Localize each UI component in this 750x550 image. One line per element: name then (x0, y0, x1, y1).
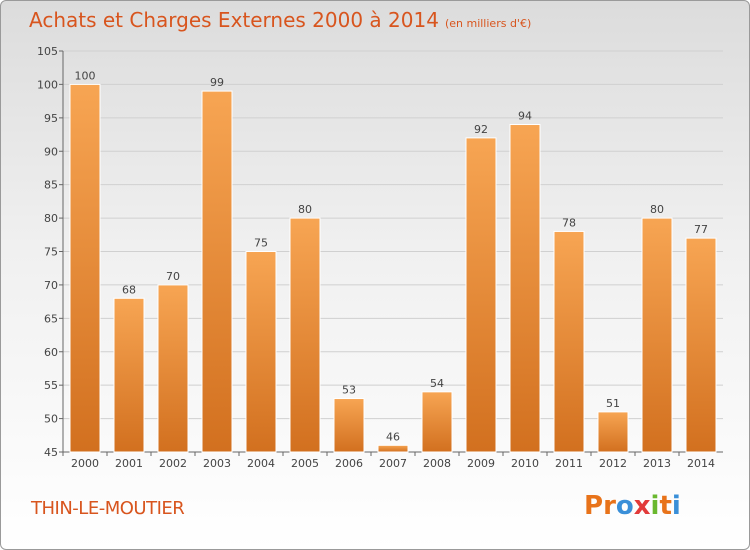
data-label: 53 (342, 384, 356, 397)
data-label: 80 (650, 203, 664, 216)
y-tick-label: 45 (44, 446, 58, 459)
data-label: 78 (562, 216, 576, 229)
x-tick-label: 2002 (159, 457, 187, 470)
x-tick-label: 2008 (423, 457, 451, 470)
commune-name: THIN-LE-MOUTIER (31, 498, 185, 519)
data-label: 68 (122, 283, 136, 296)
x-tick-label: 2013 (643, 457, 671, 470)
y-tick-label: 95 (44, 112, 58, 125)
data-labels: 100 68 70 99 75 80 53 46 54 92 94 78 51 80 77 (75, 69, 709, 443)
y-tick-label: 75 (44, 246, 58, 259)
x-tick-label: 2006 (335, 457, 363, 470)
x-tick-label: 2012 (599, 457, 627, 470)
bar (509, 124, 541, 453)
logo-letter: o (615, 491, 634, 521)
data-label: 80 (298, 203, 312, 216)
x-tick-label: 2004 (247, 457, 275, 470)
bar (685, 237, 717, 453)
data-label: 99 (210, 76, 224, 89)
y-tick-label: 60 (44, 346, 58, 359)
x-tick-label: 2003 (203, 457, 231, 470)
bar (201, 90, 233, 453)
data-label: 75 (254, 237, 268, 250)
bar (157, 284, 189, 453)
logo-letter: i (650, 491, 660, 521)
data-label: 54 (430, 377, 444, 390)
bar (641, 217, 673, 453)
logo-letter: t (659, 491, 672, 521)
x-tick-label: 2000 (71, 457, 99, 470)
y-tick-label: 100 (37, 78, 58, 91)
bar (289, 217, 321, 453)
y-tick-label: 85 (44, 179, 58, 192)
logo-letter: r (603, 491, 616, 521)
x-tick-label: 2005 (291, 457, 319, 470)
logo-letter: P (584, 491, 604, 521)
bar (113, 297, 145, 453)
data-label: 94 (518, 110, 532, 123)
y-tick-label: 55 (44, 379, 58, 392)
y-tick-label: 50 (44, 413, 58, 426)
y-tick-label: 90 (44, 145, 58, 158)
chart-title-text: Achats et Charges Externes 2000 à 2014 (29, 8, 439, 32)
bar (597, 411, 629, 453)
bar (421, 391, 453, 453)
proxiti-logo[interactable]: Proxiti (584, 491, 681, 521)
data-label: 51 (606, 397, 620, 410)
data-label: 77 (694, 223, 708, 236)
x-tick-label: 2001 (115, 457, 143, 470)
x-tick-label: 2011 (555, 457, 583, 470)
data-label: 46 (386, 430, 400, 443)
data-label: 92 (474, 123, 488, 136)
x-tick-label: 2010 (511, 457, 539, 470)
data-label: 70 (166, 270, 180, 283)
y-tick-label: 70 (44, 279, 58, 292)
logo-letter: i (671, 491, 681, 521)
bars (69, 83, 717, 453)
bar (69, 83, 101, 453)
x-tick-label: 2007 (379, 457, 407, 470)
y-tick-label: 80 (44, 212, 58, 225)
bar (377, 444, 409, 453)
y-tick-label: 65 (44, 312, 58, 325)
logo-letter: x (633, 491, 651, 521)
bar (553, 230, 585, 453)
bar (245, 251, 277, 453)
y-tick-label: 105 (37, 45, 58, 58)
chart-title: Achats et Charges Externes 2000 à 2014 (e… (29, 8, 531, 32)
chart-subtitle: (en milliers d'€) (444, 17, 532, 30)
bar (465, 137, 497, 453)
bar (333, 398, 365, 453)
data-label: 100 (75, 69, 96, 82)
axes: 45 50 55 60 65 70 75 80 85 90 95 100 105 2000 2001 2002… (37, 45, 723, 470)
x-tick-label: 2009 (467, 457, 495, 470)
x-tick-label: 2014 (687, 457, 715, 470)
